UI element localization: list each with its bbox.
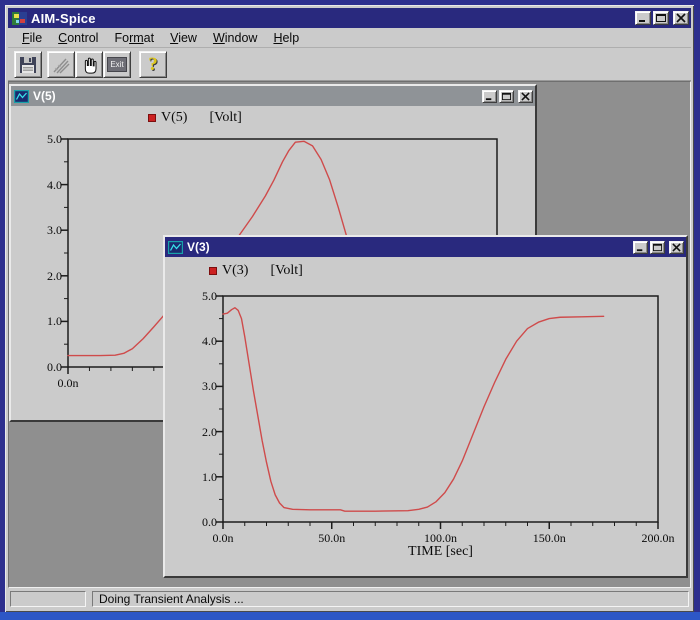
y-tick-label: 4.0: [202, 334, 217, 349]
help-button[interactable]: ?: [139, 51, 167, 78]
menu-item-file[interactable]: File: [22, 30, 43, 45]
maximize-icon: [656, 14, 666, 22]
y-tick-label: 2.0: [202, 424, 217, 439]
y-tick-label: 4.0: [47, 177, 62, 192]
minimize-icon: [639, 20, 645, 22]
x-tick-label: 100.0n: [424, 531, 457, 545]
close-icon: [676, 13, 686, 23]
maximize-icon: [502, 92, 511, 100]
floppy-disk-icon: [20, 56, 36, 73]
v5-title-bar[interactable]: V(5): [11, 86, 535, 106]
menu-item-help[interactable]: Help: [273, 30, 300, 45]
v3-close-button[interactable]: [669, 240, 684, 254]
menu-item-window[interactable]: Window: [212, 30, 258, 45]
x-tick-label: 0.0n: [212, 531, 234, 545]
v5-maximize-button[interactable]: [499, 89, 514, 103]
toolbar: Exit ?: [8, 48, 691, 81]
status-panel-left: [10, 591, 86, 607]
y-tick-label: 1.0: [202, 469, 217, 484]
save-button[interactable]: [14, 51, 42, 78]
x-tick-label: 150.0n: [532, 531, 566, 545]
maximize-icon: [653, 243, 662, 251]
window-title: AIM-Spice: [31, 10, 96, 26]
y-tick-label: 3.0: [47, 223, 62, 238]
y-tick-label: 5.0: [202, 289, 217, 303]
app-icon: [12, 11, 27, 25]
v3-title-bar[interactable]: V(3): [165, 237, 686, 257]
diagonal-lines-icon: [53, 58, 70, 73]
x-tick-label: 0.0n: [57, 376, 79, 390]
y-tick-label: 0.0: [47, 360, 62, 374]
v5-close-button[interactable]: [518, 89, 533, 103]
close-icon: [521, 91, 530, 101]
y-tick-label: 1.0: [47, 314, 62, 329]
legend-series-label: V(5): [161, 110, 188, 125]
exit-label: Exit: [107, 57, 127, 72]
plot-window-icon: [168, 240, 183, 254]
close-button[interactable]: [673, 11, 689, 25]
v3-legend: V(3) [Volt]: [209, 263, 303, 279]
plot-window-icon: [14, 89, 29, 103]
minimize-icon: [636, 248, 643, 251]
exit-button[interactable]: Exit: [103, 51, 131, 78]
title-bar[interactable]: AIM-Spice: [8, 8, 691, 28]
status-message: Doing Transient Analysis ...: [92, 591, 689, 607]
v3-maximize-button[interactable]: [650, 240, 665, 254]
trace-tool-button[interactable]: [47, 51, 75, 78]
y-tick-label: 2.0: [47, 268, 62, 283]
menu-item-format[interactable]: Format: [114, 30, 155, 45]
legend-marker-icon: [148, 114, 156, 122]
legend-unit-label: [Volt]: [270, 263, 303, 278]
legend-series-label: V(3): [222, 263, 249, 278]
v3-plot-canvas: [216, 295, 659, 529]
x-axis-title: TIME [sec]: [408, 544, 473, 559]
x-tick-label: 50.0n: [318, 531, 346, 545]
status-bar: Doing Transient Analysis ...: [8, 590, 691, 608]
legend-marker-icon: [209, 267, 217, 275]
hand-icon: [84, 57, 97, 74]
plot-window-v3[interactable]: V(3) V(3): [163, 235, 688, 578]
v5-window-title: V(5): [33, 89, 56, 103]
menu-item-control[interactable]: Control: [58, 30, 99, 45]
mdi-client-area: V(5) V(5): [8, 81, 691, 588]
v3-window-body: V(3) [Volt] TIME [sec] 0.0n 50.0n 100.0n 15…: [165, 257, 686, 576]
v3-plot: V(3) [Volt] TIME [sec] 0.0n 50.0n 100.0n 15…: [165, 257, 686, 576]
frame-bottom-band: [0, 612, 700, 620]
y-tick-label: 0.0: [202, 515, 217, 529]
question-mark-icon: ?: [148, 54, 158, 75]
app-window: AIM-Spice File Control Format View Windo…: [5, 5, 694, 612]
minimize-icon: [485, 97, 492, 100]
v3-minimize-button[interactable]: [633, 240, 648, 254]
menu-item-view[interactable]: View: [170, 30, 197, 45]
menu-bar: File Control Format View Window Help: [8, 28, 691, 48]
maximize-button[interactable]: [653, 11, 669, 25]
close-icon: [672, 242, 681, 252]
y-tick-label: 3.0: [202, 379, 217, 394]
v5-minimize-button[interactable]: [482, 89, 497, 103]
legend-unit-label: [Volt]: [209, 110, 242, 125]
y-tick-label: 5.0: [47, 132, 62, 146]
v3-window-title: V(3): [187, 240, 210, 254]
v5-legend: V(5) [Volt]: [148, 110, 242, 126]
x-tick-label: 200.0n: [641, 531, 675, 545]
minimize-button[interactable]: [635, 11, 651, 25]
pan-tool-button[interactable]: [75, 51, 103, 78]
